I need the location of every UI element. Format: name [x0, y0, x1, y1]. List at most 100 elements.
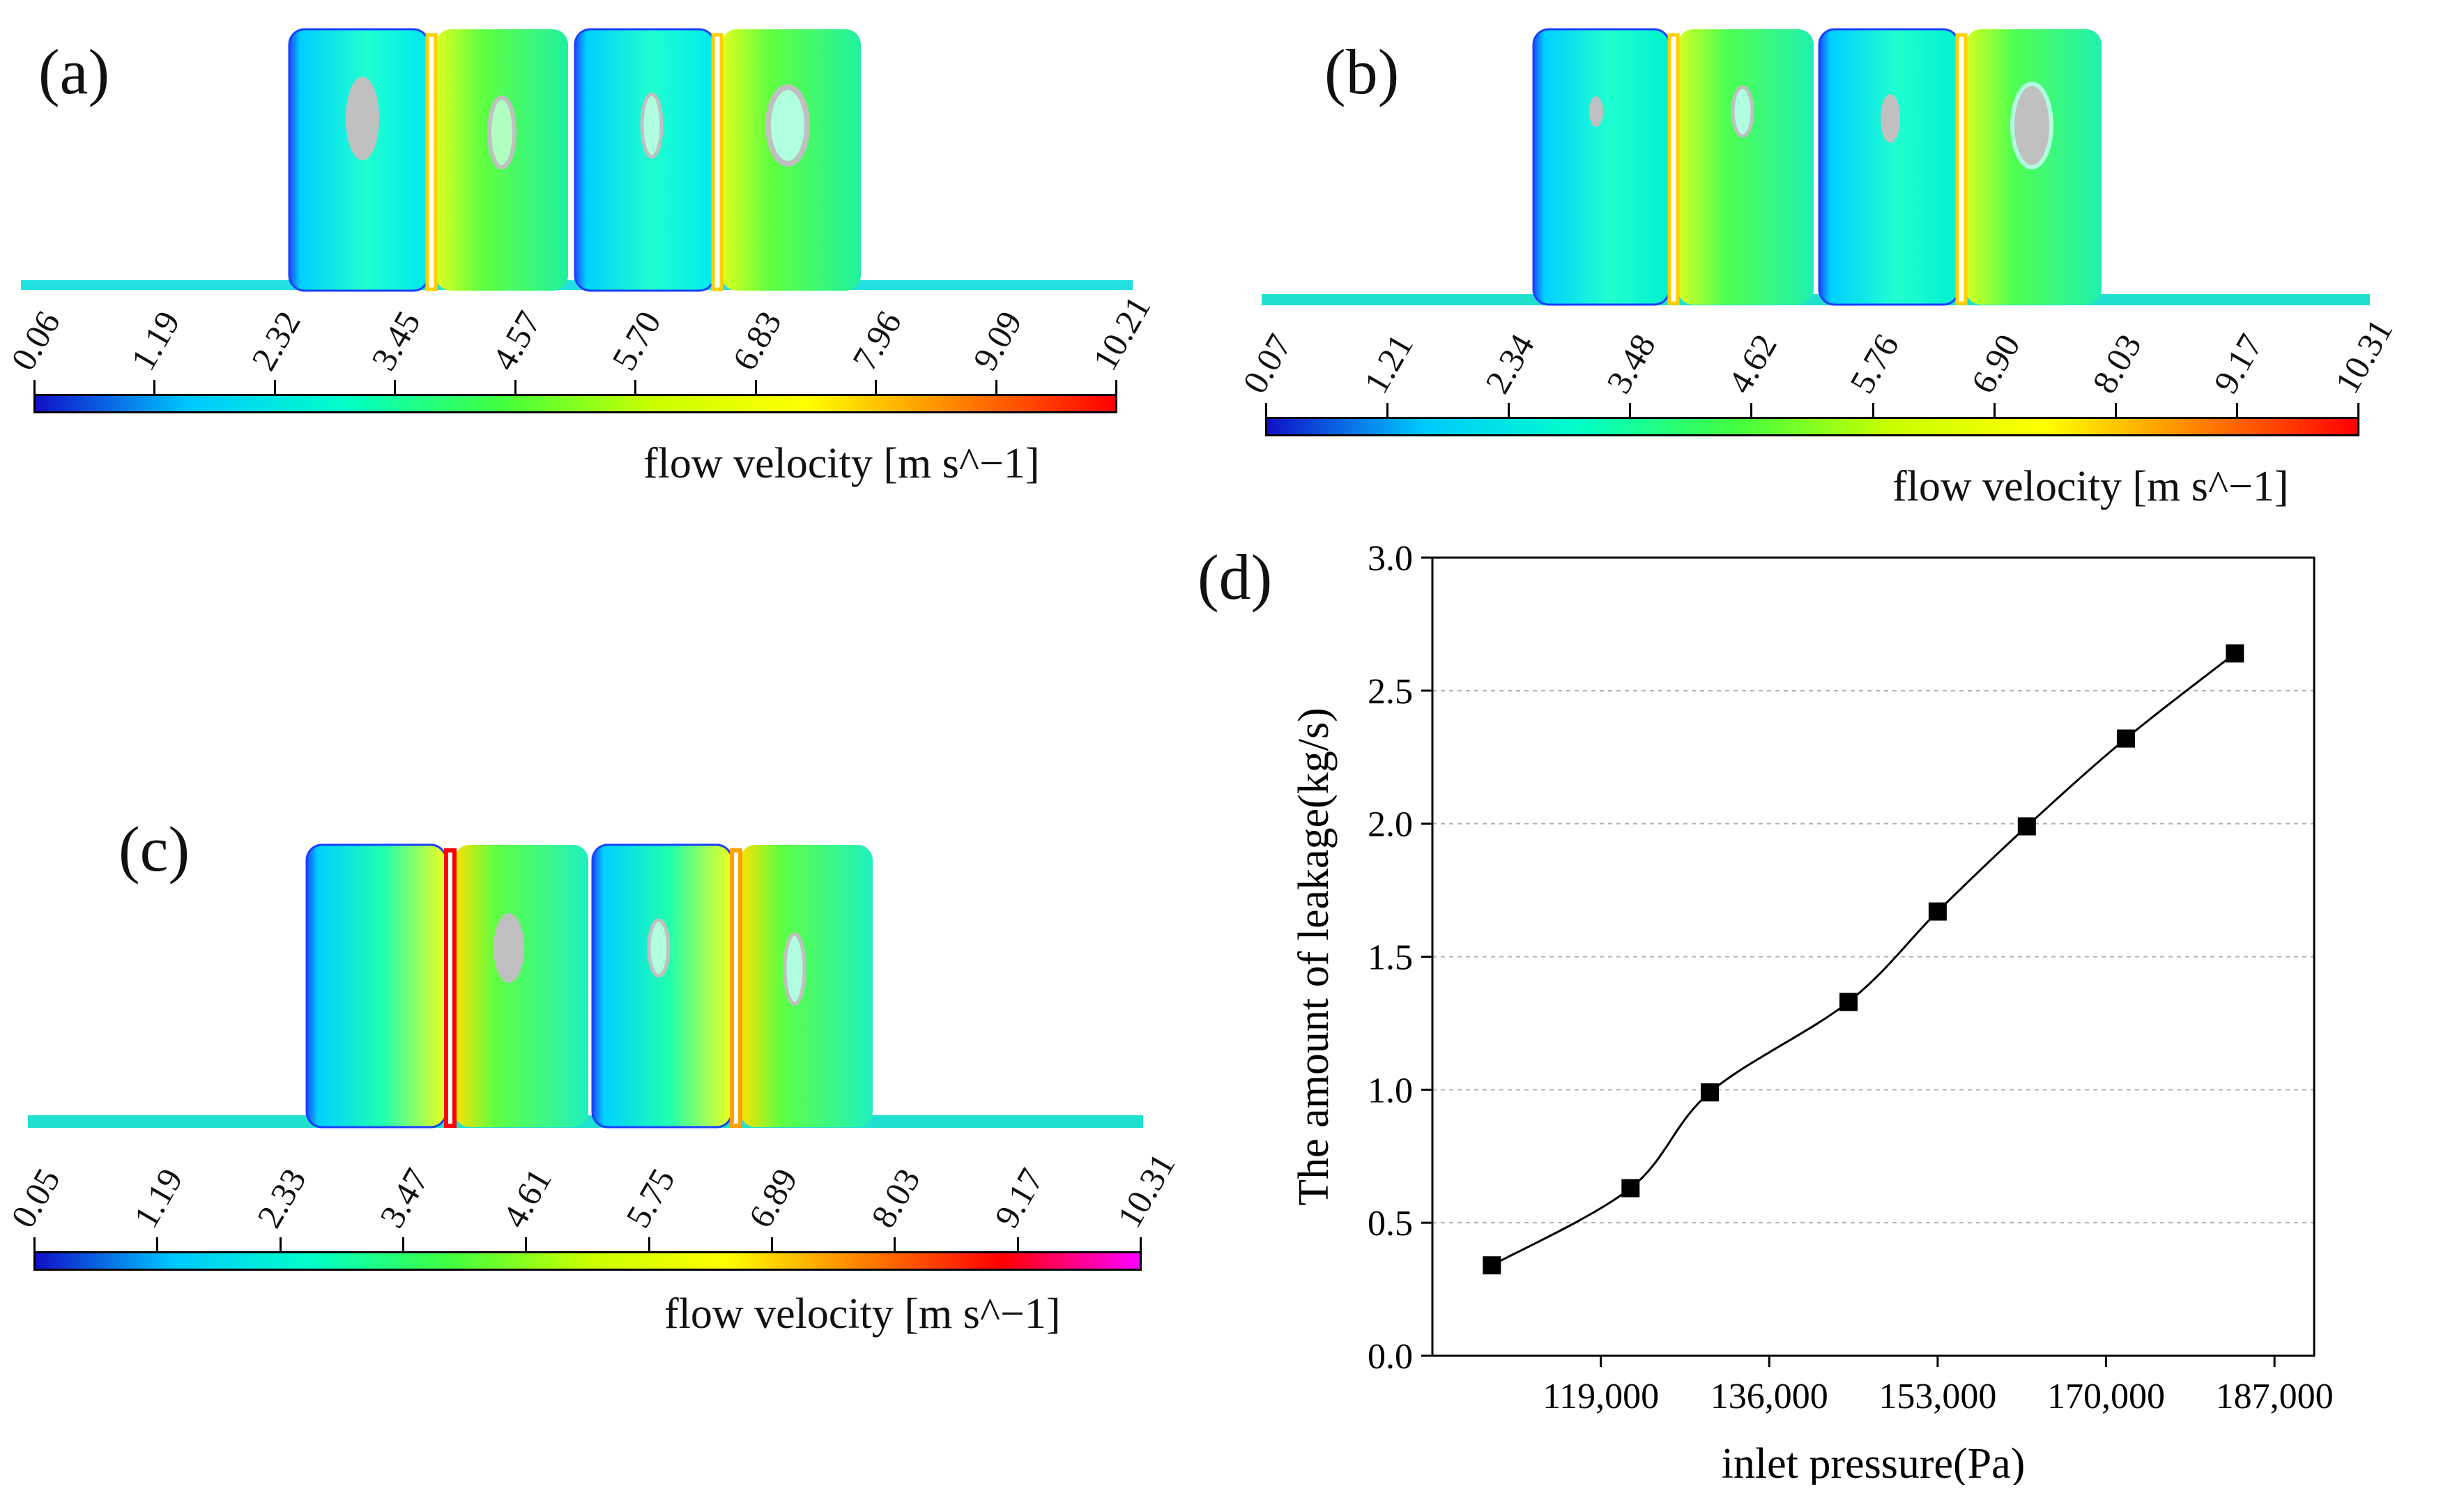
data-point-marker — [2116, 729, 2135, 748]
colorbar-b-tick — [1508, 403, 1510, 418]
y-tick-label: 0.5 — [1368, 1204, 1413, 1244]
vortex-core-c3 — [783, 932, 806, 1006]
colorbar-c-tick-label: 10.31 — [1109, 1147, 1183, 1234]
tooth-a1 — [425, 33, 438, 291]
colorbar-c-tick — [1140, 1237, 1142, 1253]
channel-b — [1262, 294, 2370, 305]
plot-frame — [1431, 556, 2316, 1357]
colorbar-a-tick — [394, 380, 397, 395]
colorbar-c-tick — [33, 1237, 36, 1253]
y-tick-label: 1.5 — [1368, 938, 1413, 978]
colorbar-b-tick-label: 9.17 — [2205, 327, 2270, 400]
vortex-core-b3 — [1881, 94, 1900, 143]
y-tick-label: 0.0 — [1368, 1337, 1413, 1377]
y-tick-label: 1.0 — [1368, 1071, 1413, 1110]
colorbar-a-tick-label: 7.96 — [844, 304, 909, 377]
panel-a-label: (a) — [38, 36, 110, 107]
data-point-marker — [2017, 817, 2036, 836]
tooth-c2 — [730, 848, 742, 1128]
x-tick-label: 187,000 — [2216, 1377, 2334, 1416]
tooth-b1 — [1667, 33, 1680, 305]
vortex-core-b1 — [1589, 96, 1603, 127]
colorbar-a-tick-label: 1.19 — [123, 304, 188, 377]
data-point-marker — [1928, 902, 1947, 921]
colorbar-a-tick — [995, 380, 997, 395]
vortex-core-a2 — [487, 95, 516, 169]
colorbar-b-tick — [2235, 403, 2238, 418]
cavity-a1-left — [288, 28, 430, 292]
colorbar-c-tick-label: 1.19 — [125, 1161, 191, 1234]
colorbar-a-tick — [754, 380, 757, 395]
colorbar-b-tick-label: 6.90 — [1963, 327, 2028, 400]
colorbar-a-tick-label: 0.06 — [3, 304, 68, 377]
colorbar-c-tick-label: 5.75 — [618, 1161, 682, 1234]
colorbar-c-unit: flow velocity [m s^−1] — [664, 1290, 1061, 1338]
colorbar-c-tick-label: 2.33 — [249, 1161, 314, 1234]
colorbar-b-gradient — [1265, 417, 2359, 436]
data-point-marker — [1621, 1179, 1640, 1198]
colorbar-a-tick — [514, 380, 516, 395]
colorbar-a-tick — [1115, 380, 1117, 395]
colorbar-b-tick-label: 10.31 — [2327, 312, 2401, 400]
panel-b-velocity-field — [1262, 28, 2370, 306]
colorbar-c-tick-label: 9.17 — [986, 1161, 1051, 1234]
colorbar-c-tick — [525, 1237, 528, 1253]
x-tick-label: 136,000 — [1711, 1377, 1828, 1416]
cavity-c1-right — [454, 845, 588, 1127]
colorbar-c-tick — [1016, 1237, 1019, 1253]
vortex-core-b2 — [1731, 85, 1754, 138]
x-tick-label: 153,000 — [1878, 1377, 1996, 1416]
colorbar-c-tick-label: 4.61 — [494, 1161, 560, 1234]
colorbar-b-tick-label: 2.34 — [1477, 327, 1543, 400]
colorbar-c-tick-label: 8.03 — [863, 1161, 928, 1234]
x-axis-label: inlet pressure(Pa) — [1722, 1440, 2026, 1485]
vortex-core-a1 — [346, 77, 379, 160]
colorbar-c-tick-label: 6.89 — [740, 1161, 805, 1234]
colorbar-b-unit: flow velocity [m s^−1] — [1892, 463, 2289, 510]
cavity-c2-left — [591, 843, 733, 1129]
colorbar-b-tick-label: 0.07 — [1234, 327, 1299, 400]
colorbar-c-gradient — [33, 1251, 1142, 1271]
colorbar-b-tick-label: 1.21 — [1356, 327, 1421, 400]
colorbar-a-tick-label: 2.32 — [243, 304, 308, 377]
tooth-c1 — [444, 848, 457, 1128]
cavity-b2-left — [1818, 28, 1960, 306]
colorbar-a-tick — [273, 380, 276, 395]
leakage-chart: 0.0 0.5 1.0 1.5 2.0 2.5 3.0 119,000 136,000 153,0… — [1290, 539, 2334, 1485]
colorbar-a-tick-label: 3.45 — [363, 304, 429, 377]
vortex-core-c1 — [493, 913, 524, 983]
x-tick-label: 119,000 — [1543, 1377, 1659, 1416]
panel-d-label: (d) — [1197, 542, 1273, 613]
colorbar-a-tick — [634, 380, 637, 395]
cavity-c2-right — [740, 845, 873, 1127]
colorbar-c-tick — [771, 1237, 773, 1253]
cavity-c1-left — [305, 843, 447, 1129]
cavity-a2-left — [574, 28, 716, 292]
panel-a-velocity-field — [21, 28, 1133, 292]
panel-c-label: (c) — [118, 813, 190, 885]
colorbar-b-tick-label: 4.62 — [1720, 327, 1785, 400]
y-tick-label: 2.5 — [1368, 672, 1413, 712]
tooth-b2 — [1955, 33, 1968, 305]
panel-b-label: (b) — [1324, 36, 1400, 107]
y-tick-label: 2.0 — [1368, 805, 1413, 845]
colorbar-b-tick — [1872, 403, 1874, 418]
colorbar-a-tick-label: 6.83 — [724, 304, 789, 377]
colorbar-b-tick — [1265, 403, 1267, 418]
colorbar-b-tick — [1993, 403, 1996, 418]
colorbar-a-tick — [875, 380, 878, 395]
colorbar-c-tick — [402, 1237, 404, 1253]
cavity-b1-right — [1678, 29, 1814, 305]
colorbar-c-tick-label: 0.05 — [3, 1161, 68, 1234]
vortex-core-a3 — [640, 92, 664, 159]
vortex-core-a4 — [765, 84, 810, 167]
colorbar-c-tick — [648, 1237, 650, 1253]
y-axis-label: The amount of leakage(kg/s) — [1290, 708, 1338, 1205]
colorbar-a-tick-label: 10.21 — [1085, 289, 1158, 377]
colorbar-c-tick-label: 3.47 — [372, 1161, 436, 1234]
colorbar-a-tick-label: 9.09 — [965, 304, 1030, 377]
colorbar-c-tick — [156, 1237, 159, 1253]
data-point-marker — [1839, 993, 1858, 1011]
data-point-marker — [1483, 1256, 1501, 1275]
colorbar-a-tick — [33, 380, 36, 395]
